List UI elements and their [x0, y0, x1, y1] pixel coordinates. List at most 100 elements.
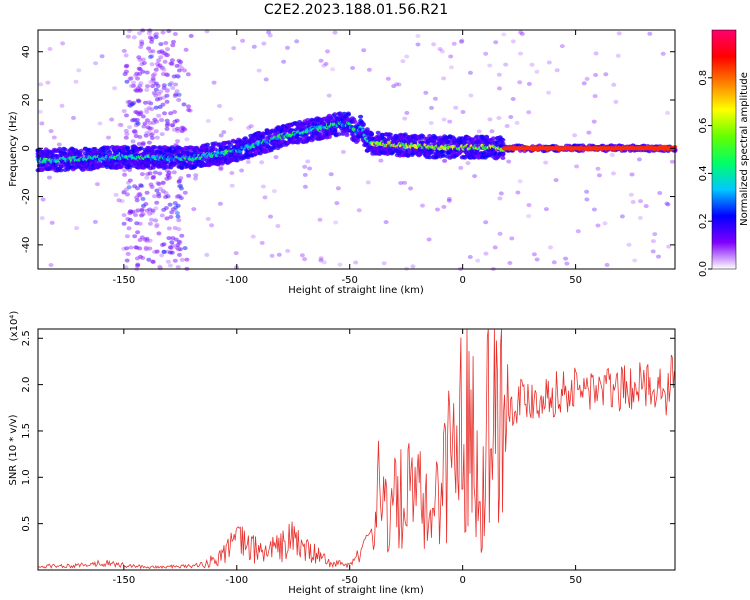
- heatmap-cell: [256, 68, 262, 73]
- heatmap-cell: [217, 104, 222, 108]
- heatmap-cell: [334, 201, 340, 206]
- heatmap-cell: [164, 93, 170, 98]
- heatmap-cell: [139, 208, 145, 213]
- heatmap-cell: [169, 240, 175, 245]
- heatmap-cell: [134, 117, 140, 122]
- heatmap-cell: [152, 72, 158, 77]
- heatmap-cell: [514, 120, 520, 125]
- heatmap-cell: [135, 230, 141, 235]
- heatmap-cell: [669, 159, 675, 164]
- heatmap-cell: [448, 54, 454, 59]
- heatmap-cell: [127, 217, 133, 222]
- heatmap-cell: [350, 66, 356, 70]
- heatmap-cell: [51, 135, 57, 140]
- heatmap-cell: [99, 54, 105, 59]
- heatmap-cell: [360, 122, 366, 127]
- heatmap-cell: [49, 220, 55, 225]
- heatmap-cell: [128, 209, 133, 214]
- heatmap-cell: [517, 80, 523, 85]
- heatmap-cell: [148, 49, 154, 54]
- heatmap-cell: [440, 153, 446, 158]
- heatmap-cell: [447, 119, 453, 124]
- heatmap-cell: [152, 194, 157, 199]
- heatmap-cell: [97, 121, 103, 126]
- heatmap-cell: [175, 214, 181, 219]
- heatmap-cell: [515, 190, 521, 195]
- heatmap-cell: [266, 30, 272, 35]
- heatmap-cell: [378, 158, 384, 163]
- heatmap-cell: [47, 47, 53, 51]
- heatmap-cell: [179, 233, 185, 238]
- heatmap-cell: [228, 142, 233, 147]
- heatmap-cell: [385, 76, 391, 81]
- heatmap-cell: [171, 74, 177, 79]
- heatmap-cell: [156, 113, 162, 118]
- heatmap-cell: [629, 172, 635, 177]
- heatmap-cell: [159, 213, 165, 218]
- heatmap-cell: [150, 259, 156, 264]
- heatmap-cell: [211, 80, 217, 85]
- heatmap-cell: [176, 68, 182, 73]
- snr-panel: -150 -100 -50 0 50 0.5 1.0 1.5 2.0 2.5 Height of…: [8, 311, 676, 596]
- heatmap-cell: [121, 189, 127, 194]
- heatmap-cell: [132, 184, 138, 189]
- heatmap-cell: [174, 63, 180, 68]
- heatmap-cell: [172, 226, 178, 230]
- heatmap-cell: [439, 49, 445, 54]
- heatmap-cell: [162, 111, 167, 116]
- heatmap-cell: [234, 158, 240, 163]
- heatmap-cell: [175, 265, 181, 270]
- heatmap-cell: [123, 265, 129, 270]
- heatmap-cell: [188, 33, 194, 38]
- heatmap-cell: [153, 218, 159, 223]
- heatmap-cell: [138, 81, 144, 86]
- heatmap-cell: [125, 251, 131, 256]
- heatmap-cell: [178, 196, 184, 201]
- heatmap-cell: [144, 87, 150, 92]
- heatmap-cell: [124, 192, 130, 197]
- y-tick-label: 0.5: [21, 516, 32, 532]
- heatmap-cell: [574, 164, 580, 169]
- heatmap-cell: [402, 180, 407, 185]
- heatmap-cell: [186, 108, 192, 112]
- heatmap-cell: [559, 44, 565, 49]
- heatmap-cell: [132, 234, 138, 239]
- heatmap-cell: [657, 191, 663, 195]
- heatmap-cell: [147, 211, 153, 216]
- heatmap-cell: [613, 99, 619, 104]
- heatmap-cell: [156, 231, 162, 236]
- heatmap-cell: [526, 110, 532, 115]
- heatmap-cell: [325, 49, 330, 54]
- heatmap-cell: [321, 63, 327, 68]
- heatmap-cell: [109, 117, 115, 122]
- heatmap-cell: [361, 48, 367, 53]
- heatmap-cell: [133, 110, 139, 114]
- heatmap-cell: [136, 55, 142, 60]
- heatmap-cell: [575, 229, 581, 234]
- heatmap-cell: [427, 155, 433, 160]
- heatmap-cell: [451, 41, 457, 46]
- heatmap-cell: [262, 195, 268, 200]
- spectrogram-x-label: Height of straight line (km): [288, 285, 424, 296]
- heatmap-cell: [156, 58, 162, 63]
- heatmap-cell: [460, 110, 466, 114]
- x-tick-label: -50: [342, 575, 358, 586]
- heatmap-cell: [137, 135, 143, 139]
- heatmap-cell: [179, 128, 185, 133]
- heatmap-cell: [592, 94, 598, 99]
- heatmap-cell: [665, 202, 671, 207]
- heatmap-cell: [126, 226, 132, 231]
- heatmap-cell: [169, 210, 175, 215]
- heatmap-cell: [136, 66, 142, 71]
- heatmap-cell: [73, 79, 79, 84]
- heatmap-cell: [595, 223, 601, 228]
- heatmap-cell: [337, 262, 343, 267]
- heatmap-cell: [345, 112, 351, 117]
- heatmap-cell: [408, 186, 414, 191]
- heatmap-cell: [498, 191, 504, 196]
- heatmap-cell: [647, 31, 653, 36]
- colorbar: 0.0 0.2 0.4 0.6 0.8 Normalized spectral ampl…: [698, 29, 750, 277]
- heatmap-cell: [310, 137, 316, 141]
- heatmap-cell: [591, 119, 597, 124]
